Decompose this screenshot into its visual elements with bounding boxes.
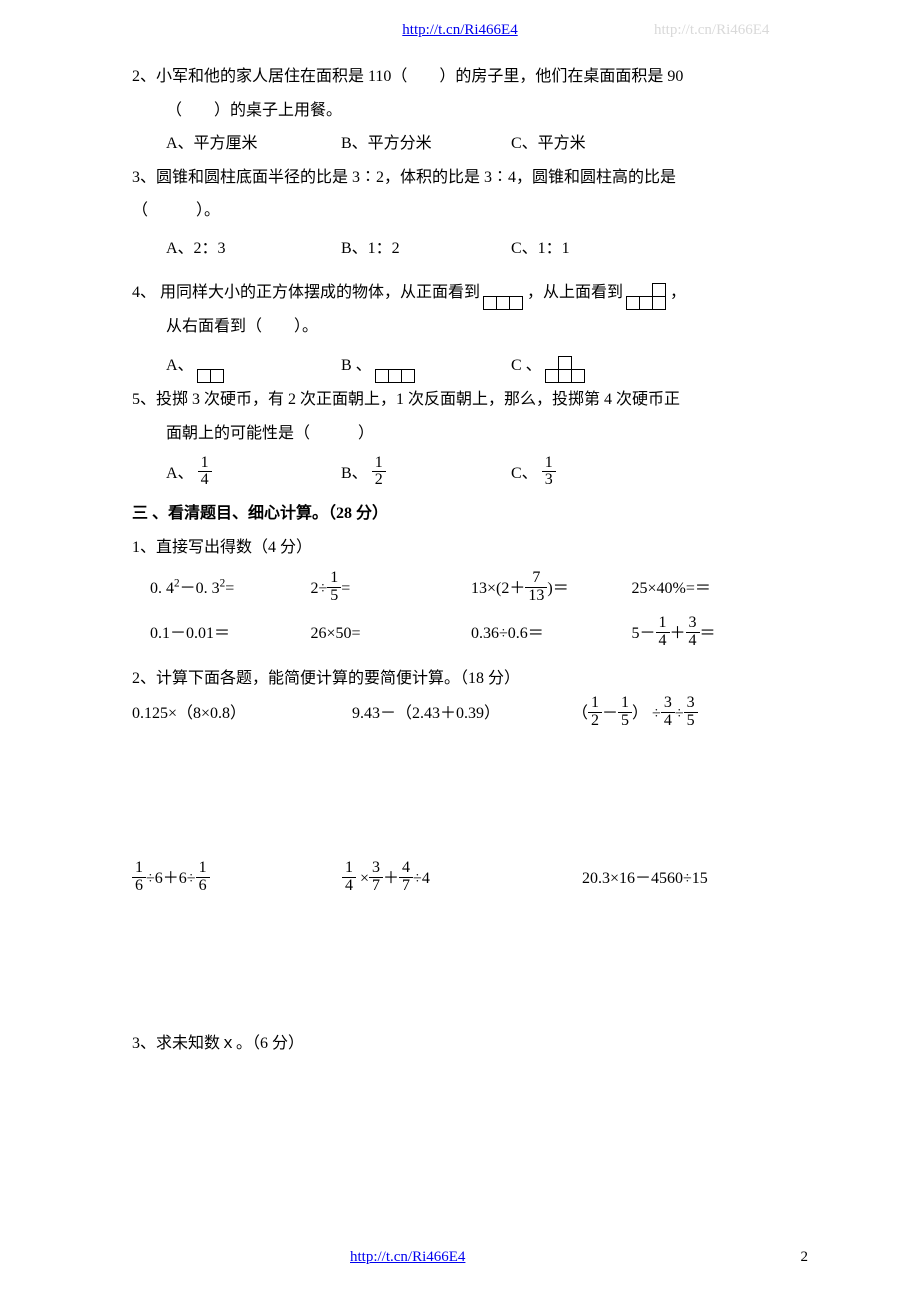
q5-frac-c: 13: [542, 455, 556, 490]
q5-opt-c-label: C、: [511, 465, 538, 482]
page-content: 2、小军和他的家人居住在面积是 110（ ）的房子里，他们在桌面面积是 90 （…: [132, 60, 792, 1060]
calc-3-1: 0.125×（8×0.8）: [132, 697, 352, 732]
q3-line1: 3、圆锥和圆柱底面半径的比是 3∶2，体积的比是 3∶4，圆锥和圆柱高的比是: [132, 161, 792, 195]
calc-2-2: 26×50=: [311, 617, 472, 652]
q4-opt-a-shape: [198, 350, 224, 384]
calc-2-1: 0.1－0.01＝: [132, 617, 311, 652]
q2-opt-a: A、平方厘米: [166, 127, 341, 161]
q2-line1: 2、小军和他的家人居住在面积是 110（ ）的房子里，他们在桌面面积是 90: [132, 60, 792, 94]
calc-1-2: 2÷15=: [311, 572, 472, 607]
q4-opt-b-label: B 、: [341, 357, 372, 374]
q4-end: ，: [670, 284, 686, 301]
q4-options: A、 B 、 C 、: [132, 349, 792, 383]
question-2: 2、小军和他的家人居住在面积是 110（ ）的房子里，他们在桌面面积是 90 （…: [132, 60, 792, 161]
calc-1-1: 0. 42－0. 32=: [132, 572, 311, 607]
calc-1-4: 25×40%=＝: [632, 572, 793, 607]
q5-opt-b-label: B、: [341, 465, 368, 482]
calc-row-4: 16÷6＋6÷16 14 ×37＋47÷4 20.3×16－4560÷15: [132, 862, 792, 897]
sec3-sub1: 1、直接写出得数（4 分）: [132, 531, 792, 565]
q4-mid: ，从上面看到: [527, 284, 623, 301]
q5-frac-b: 12: [372, 455, 386, 490]
q4-opt-a-label: A、: [166, 357, 194, 374]
q2-options: A、平方厘米 B、平方分米 C、平方米: [132, 127, 792, 161]
q2-line2: （ ）的桌子上用餐。: [132, 94, 792, 128]
q2-opt-b: B、平方分米: [341, 127, 511, 161]
calc-3-2: 9.43－（2.43＋0.39）: [352, 697, 572, 732]
q4-opt-c: C 、: [511, 349, 671, 383]
q3-opt-a: A、2：3: [166, 232, 341, 266]
footer-url-link[interactable]: http://t.cn/Ri466E4: [350, 1249, 465, 1266]
page-number: 2: [801, 1249, 809, 1266]
q5-options: A、 14 B、 12 C、 13: [132, 457, 792, 492]
q5-opt-b: B、 12: [341, 457, 511, 492]
sec3-sub3: 3、求未知数ｘ。（6 分）: [132, 1027, 792, 1061]
calc-3-3: （12－15） ÷34÷35: [572, 697, 792, 732]
q4-opt-b-shape: [376, 350, 415, 384]
q4-opt-a: A、: [166, 349, 341, 383]
q3-line2: （ ）。: [132, 194, 792, 228]
q5-opt-a: A、 14: [166, 457, 341, 492]
q4-top-view: [627, 283, 666, 310]
header-url-link[interactable]: http://t.cn/Ri466E4: [402, 22, 517, 39]
calc-row-2: 0.1－0.01＝ 26×50= 0.36÷0.6＝ 5－14＋34＝: [132, 617, 792, 652]
calc-2-4: 5－14＋34＝: [632, 617, 793, 652]
q4-opt-c-shape: [546, 356, 585, 383]
q4-line2: 从右面看到（ ）。: [132, 310, 792, 344]
calc-4-1: 16÷6＋6÷16: [132, 862, 342, 897]
sec3-sub2: 2、计算下面各题，能简便计算的要简便计算。（18 分）: [132, 662, 792, 696]
question-5: 5、投掷 3 次硬币，有 2 次正面朝上，1 次反面朝上，那么，投掷第 4 次硬…: [132, 383, 792, 491]
q4-opt-c-label: C 、: [511, 357, 542, 374]
question-3: 3、圆锥和圆柱底面半径的比是 3∶2，体积的比是 3∶4，圆锥和圆柱高的比是 （…: [132, 161, 792, 266]
header-watermark: http://t.cn/Ri466E4: [654, 22, 769, 39]
calc-4-2: 14 ×37＋47÷4: [342, 862, 552, 897]
calc-4-3: 20.3×16－4560÷15: [552, 862, 792, 897]
q4-line1: 4、 用同样大小的正方体摆成的物体，从正面看到 ，从上面看到 ，: [132, 276, 792, 310]
section-3-title: 三 、看清题目、细心计算。（28 分）: [132, 497, 792, 531]
q4-front-view: [484, 276, 523, 310]
q5-opt-a-label: A、: [166, 465, 194, 482]
q3-opt-c: C、1：1: [511, 232, 671, 266]
q5-frac-a: 14: [198, 455, 212, 490]
calc-row-1: 0. 42－0. 32= 2÷15= 13×(2＋713)＝ 25×40%=＝: [132, 572, 792, 607]
calc-1-3: 13×(2＋713)＝: [471, 572, 632, 607]
q2-opt-c: C、平方米: [511, 127, 671, 161]
q4-pre: 4、 用同样大小的正方体摆成的物体，从正面看到: [132, 284, 480, 301]
calc-2-3: 0.36÷0.6＝: [471, 617, 632, 652]
q5-opt-c: C、 13: [511, 457, 671, 492]
q4-opt-b: B 、: [341, 349, 511, 383]
calc-row-3: 0.125×（8×0.8） 9.43－（2.43＋0.39） （12－15） ÷…: [132, 697, 792, 732]
q3-options: A、2：3 B、1：2 C、1：1: [132, 232, 792, 266]
question-4: 4、 用同样大小的正方体摆成的物体，从正面看到 ，从上面看到 ， 从右面看到（ …: [132, 276, 792, 384]
q5-line1: 5、投掷 3 次硬币，有 2 次正面朝上，1 次反面朝上，那么，投掷第 4 次硬…: [132, 383, 792, 417]
q5-line2: 面朝上的可能性是（ ）: [132, 417, 792, 451]
q3-opt-b: B、1：2: [341, 232, 511, 266]
